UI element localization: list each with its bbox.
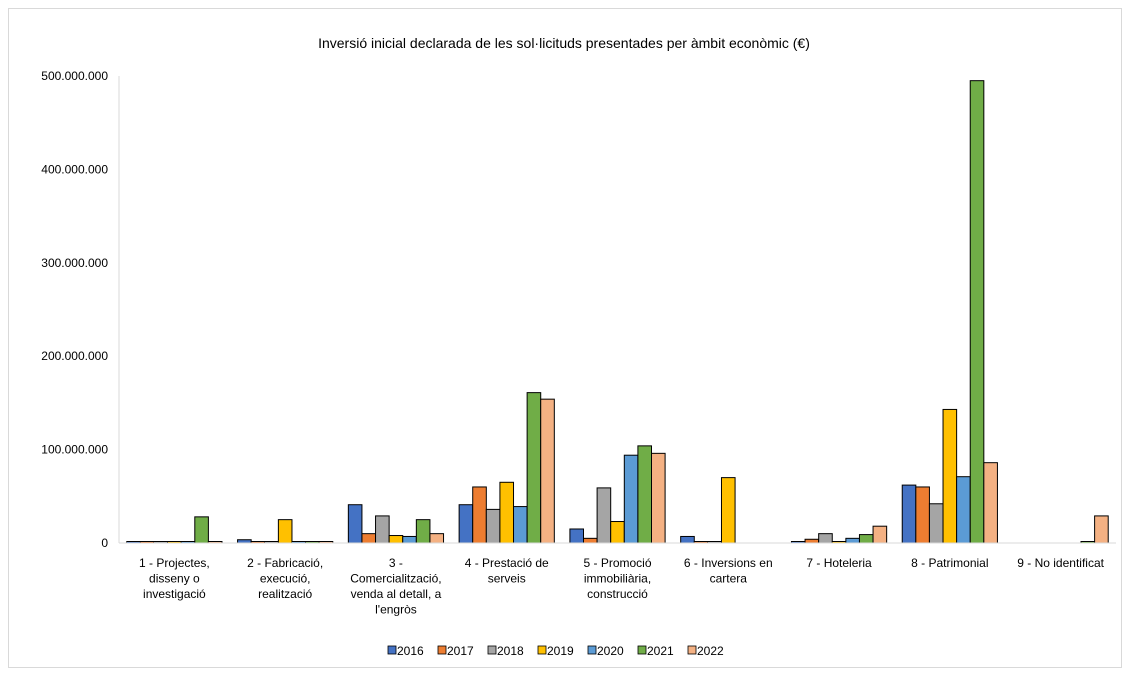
bar-2022-cat-7 <box>872 525 888 544</box>
bar-2019-cat-5 <box>610 521 625 544</box>
x-category-label: 5 - Promoció immobiliària, construcció <box>583 556 651 601</box>
x-category-label: 2 - Fabricació, execució, realització <box>247 556 323 601</box>
y-tick-label: 300.000.000 <box>41 256 108 270</box>
bar-2017-cat-7 <box>804 538 820 544</box>
x-category-label: 8 - Patrimonial <box>911 556 988 570</box>
bar-2017-cat-5 <box>583 537 598 544</box>
bar-2019-cat-4 <box>499 481 515 544</box>
legend-swatch-2018 <box>487 645 497 655</box>
bar-2016-cat-6 <box>680 535 695 544</box>
bar-2021-cat-3 <box>415 519 431 544</box>
y-tick-label: 100.000.000 <box>41 443 108 457</box>
bar-2021-cat-1 <box>194 516 209 544</box>
bar-2017-cat-3 <box>361 533 377 544</box>
bar-2020-cat-3 <box>402 535 417 544</box>
bar-2021-cat-5 <box>637 445 653 544</box>
x-category-label: 7 - Hoteleria <box>806 556 872 570</box>
chart-title: Inversió inicial declarada de les sol·li… <box>318 35 810 51</box>
legend-swatch-2020 <box>587 645 597 655</box>
legend-swatch-2017 <box>437 645 447 655</box>
x-category-label: 6 - Inversions en cartera <box>684 556 773 586</box>
bar-2022-cat-4 <box>540 398 555 544</box>
bar-2022-cat-5 <box>651 452 666 544</box>
x-category-label: 3 -Comercialització, venda al detall, a l'… <box>350 556 441 617</box>
chart-frame <box>8 8 1122 668</box>
bar-2019-cat-2 <box>277 519 293 544</box>
bar-2021-cat-4 <box>526 392 542 544</box>
legend-label-2022: 2022 <box>697 644 724 658</box>
bar-2019-cat-8 <box>942 408 958 544</box>
bar-2021-cat-8 <box>969 80 985 544</box>
bar-2022-cat-3 <box>429 533 445 544</box>
bar-2022-cat-9 <box>1094 515 1109 544</box>
legend-label-2020: 2020 <box>597 644 624 658</box>
x-category-label: 9 - No identificat <box>1017 556 1104 570</box>
legend-swatch-2016 <box>387 645 397 655</box>
y-tick-label: 0 <box>101 536 108 550</box>
bar-2017-cat-8 <box>915 486 930 544</box>
bar-2016-cat-5 <box>569 528 585 544</box>
bar-2020-cat-8 <box>956 476 971 544</box>
legend-swatch-2022 <box>687 645 697 655</box>
legend-label-2021: 2021 <box>647 644 674 658</box>
bar-2020-cat-4 <box>513 506 528 544</box>
bar-2020-cat-7 <box>845 537 860 544</box>
legend-label-2019: 2019 <box>547 644 574 658</box>
bar-2018-cat-4 <box>485 508 501 544</box>
legend-swatch-2021 <box>637 645 647 655</box>
bar-2019-cat-6 <box>720 477 736 544</box>
bar-2018-cat-5 <box>596 487 612 544</box>
y-tick-label: 200.000.000 <box>41 349 108 363</box>
bar-2018-cat-7 <box>818 533 833 544</box>
legend-label-2016: 2016 <box>397 644 424 658</box>
legend-label-2017: 2017 <box>447 644 474 658</box>
y-tick-label: 500.000.000 <box>41 69 108 83</box>
legend-label-2018: 2018 <box>497 644 524 658</box>
legend-swatch-2019 <box>537 645 547 655</box>
bar-2016-cat-3 <box>347 504 363 544</box>
bar-2017-cat-4 <box>472 486 487 544</box>
bar-2016-cat-8 <box>901 484 917 544</box>
bar-2021-cat-7 <box>858 534 874 544</box>
bar-2018-cat-8 <box>928 503 944 544</box>
bar-2020-cat-5 <box>623 454 639 544</box>
bar-2019-cat-3 <box>388 535 404 544</box>
bar-2016-cat-4 <box>458 504 474 544</box>
x-category-label: 1 - Projectes, disseny o investigació <box>139 556 210 601</box>
y-tick-label: 400.000.000 <box>41 162 108 176</box>
x-category-label: 4 - Prestació de serveis <box>465 556 549 586</box>
bar-2022-cat-8 <box>983 462 998 544</box>
bar-2018-cat-3 <box>375 515 390 544</box>
